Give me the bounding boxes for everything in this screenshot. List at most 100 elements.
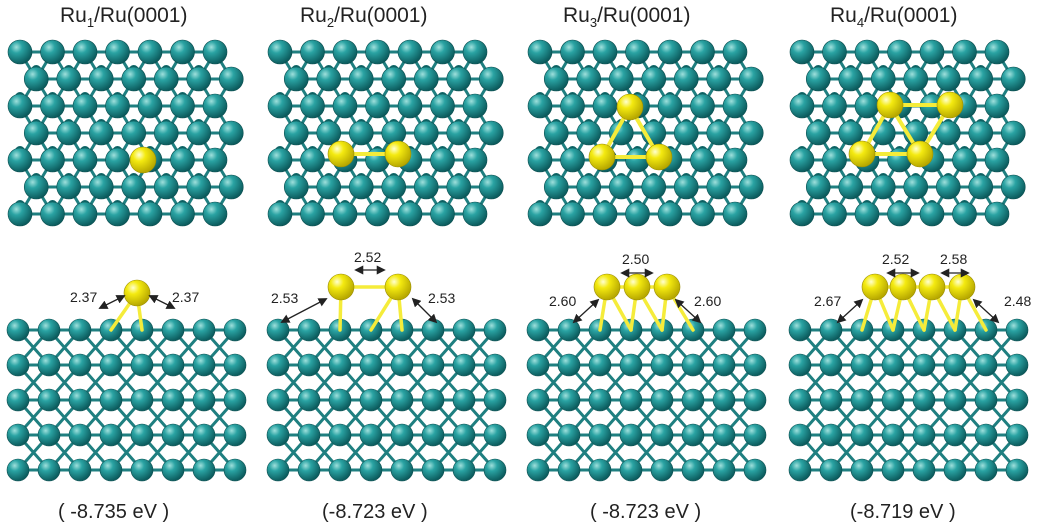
- cluster-atom: [588, 143, 616, 171]
- side-view: [526, 273, 767, 482]
- substrate-atom: [462, 93, 488, 119]
- substrate-atom: [738, 120, 764, 146]
- substrate-atom: [316, 66, 342, 92]
- slab-atom: [881, 353, 905, 377]
- substrate-atom: [56, 174, 82, 200]
- substrate-atom: [478, 174, 504, 200]
- substrate-atom: [789, 93, 815, 119]
- slab-atom: [99, 423, 123, 447]
- slab-atom: [1005, 388, 1029, 412]
- slab-atom: [297, 423, 321, 447]
- substrate-atom: [789, 201, 815, 227]
- slab-atom: [297, 353, 321, 377]
- slab-atom: [359, 423, 383, 447]
- substrate-atom: [527, 201, 553, 227]
- top-view: [7, 39, 244, 227]
- substrate-atom: [608, 66, 634, 92]
- substrate-atom: [1000, 120, 1026, 146]
- substrate-atom: [7, 39, 33, 65]
- slab-atom: [712, 458, 736, 482]
- substrate-atom: [170, 147, 195, 173]
- substrate-atom: [706, 174, 732, 200]
- slab-atom: [192, 388, 216, 412]
- slab-atom: [390, 423, 414, 447]
- slab-atom: [974, 353, 998, 377]
- distance-annotations: 2.53 2.53 2.52: [271, 249, 455, 324]
- substrate-atom: [789, 39, 815, 65]
- substrate-atom: [854, 93, 880, 119]
- substrate-atom: [121, 120, 147, 146]
- substrate-atom: [446, 66, 472, 92]
- substrate-atom: [838, 66, 864, 92]
- substrate-atom: [462, 147, 488, 173]
- slab-atom: [328, 458, 352, 482]
- slab-atom: [192, 458, 216, 482]
- substrate-atom: [121, 66, 147, 92]
- substrate-atom: [822, 201, 847, 227]
- slab-atom: [452, 318, 476, 342]
- substrate-atom: [870, 66, 896, 92]
- substrate-atom: [706, 120, 732, 146]
- distance-annotations: 2.37 2.37: [70, 289, 199, 309]
- substrate-atom: [592, 39, 618, 65]
- slab-atom: [223, 388, 247, 412]
- substrate-atom: [576, 120, 602, 146]
- panel-title: Ru2/Ru(0001): [300, 4, 427, 30]
- slab-atom: [1005, 458, 1029, 482]
- slab-atom: [881, 388, 905, 412]
- slab-atom: [743, 458, 767, 482]
- substrate-atom: [332, 93, 358, 119]
- distance-arrow: [148, 295, 176, 309]
- slab-atom: [588, 458, 612, 482]
- substrate-atom: [935, 120, 961, 146]
- substrate-atom: [887, 201, 912, 227]
- slab-atom: [390, 353, 414, 377]
- slab-atom: [6, 318, 30, 342]
- substrate-atom: [430, 201, 455, 227]
- slab-atom: [223, 353, 247, 377]
- slab-atom: [819, 423, 843, 447]
- slab-atom: [712, 423, 736, 447]
- substrate-atom: [365, 93, 390, 119]
- slab-atom: [130, 458, 154, 482]
- cluster-atom: [327, 273, 355, 301]
- slab-atom: [68, 353, 92, 377]
- substrate-atom: [137, 201, 163, 227]
- substrate-atom: [560, 147, 585, 173]
- slab-atom: [526, 318, 550, 342]
- side-view: [6, 279, 247, 482]
- substrate-atom: [348, 120, 374, 146]
- substrate-atom: [673, 120, 699, 146]
- substrate-atom: [88, 66, 114, 92]
- substrate-atom: [657, 39, 683, 65]
- substrate-atom: [300, 201, 325, 227]
- slab-atom: [526, 353, 550, 377]
- distance-label-top: 2.52: [354, 249, 381, 265]
- distance-label-top-1: 2.52: [882, 251, 909, 267]
- slab-atom: [557, 458, 581, 482]
- substrate-atom: [202, 39, 228, 65]
- slab-atom: [390, 458, 414, 482]
- substrate-atom: [316, 174, 342, 200]
- substrate-atom: [854, 39, 880, 65]
- slab-atom: [619, 458, 643, 482]
- cluster-atom: [593, 273, 621, 301]
- slab-atom: [557, 388, 581, 412]
- substrate-atom: [592, 93, 618, 119]
- distance-label-left: 2.60: [549, 293, 576, 309]
- cluster-atom: [616, 93, 644, 121]
- panel-title: Ru3/Ru(0001): [563, 4, 690, 30]
- substrate-atom: [283, 66, 309, 92]
- slab-atom: [6, 458, 30, 482]
- slab-atom: [452, 353, 476, 377]
- substrate-atom: [673, 66, 699, 92]
- substrate-atom: [822, 147, 847, 173]
- slab-atom: [37, 388, 61, 412]
- substrate-atom: [462, 201, 488, 227]
- slab-atom: [483, 353, 507, 377]
- slab-atom: [359, 388, 383, 412]
- substrate-atom: [267, 201, 293, 227]
- panel-ru3: Ru3/Ru(0001) 2.60 2.60 2.50 ( -8.723 eV …: [526, 4, 767, 523]
- slab-atom: [192, 423, 216, 447]
- substrate-atom: [805, 120, 831, 146]
